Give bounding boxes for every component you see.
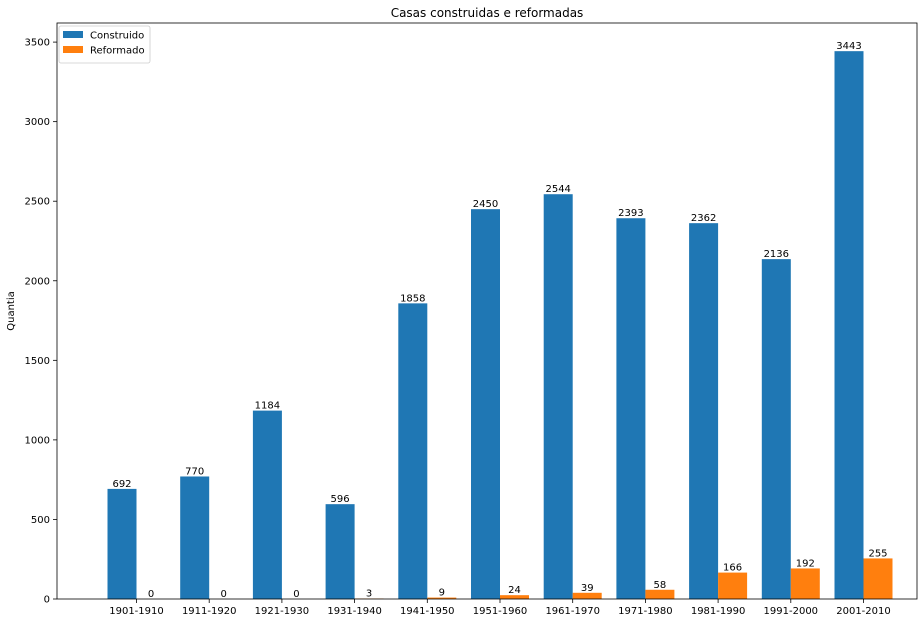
data-label: 1858 <box>400 293 425 304</box>
data-label: 2450 <box>473 199 498 210</box>
x-tick-label: 1961-1970 <box>545 606 600 617</box>
data-label: 692 <box>112 479 131 490</box>
data-label: 255 <box>868 548 887 559</box>
x-tick-label: 1901-1910 <box>109 606 164 617</box>
bar-construido <box>398 303 428 599</box>
data-label: 39 <box>581 583 594 594</box>
bar-construido <box>180 476 210 599</box>
bar-reformado <box>427 597 457 599</box>
bar-construido <box>543 194 573 599</box>
bar-construido <box>834 51 864 600</box>
legend-label-reformado: Reformado <box>90 46 145 57</box>
x-tick-label: 1911-1920 <box>182 606 237 617</box>
chart-title: Casas construidas e reformadas <box>391 6 584 20</box>
y-axis-label: Quantia <box>6 291 17 331</box>
data-labels: 692 770 1184 596 1858 2450 2544 2393 2362 2136 344… <box>112 41 887 600</box>
bar-construido <box>107 488 137 599</box>
legend: Construido Reformado <box>58 25 151 64</box>
y-tick-label: 500 <box>31 515 50 526</box>
data-label: 2544 <box>545 184 570 195</box>
x-axis-ticks: 1901-1910 1911-1920 1921-1930 1931-1940 1941… <box>109 599 891 617</box>
data-label: 770 <box>185 466 204 477</box>
bar-reformado <box>500 595 529 599</box>
data-label: 596 <box>331 494 350 505</box>
data-label: 2136 <box>764 249 789 260</box>
y-tick-label: 1000 <box>25 435 50 446</box>
bar-reformado <box>572 592 602 599</box>
data-label: 0 <box>148 589 154 600</box>
bar-reformado <box>790 568 820 599</box>
data-label: 1184 <box>255 401 280 412</box>
legend-swatch-construido <box>63 31 83 38</box>
data-label: 24 <box>508 585 521 596</box>
x-tick-label: 1931-1940 <box>327 606 382 617</box>
legend-swatch-reformado <box>63 46 83 53</box>
data-label: 166 <box>723 563 742 574</box>
x-tick-label: 1951-1960 <box>473 606 528 617</box>
bar-reformado <box>718 572 748 599</box>
bar-construido <box>471 209 500 599</box>
legend-label-construido: Construido <box>90 31 144 42</box>
data-label: 9 <box>439 588 445 599</box>
y-axis-ticks: 0 500 1000 1500 2000 2500 3000 3500 <box>25 38 57 606</box>
y-tick-label: 2500 <box>25 197 50 208</box>
data-label: 2393 <box>618 208 643 219</box>
bar-construido <box>616 218 646 599</box>
data-label: 0 <box>293 589 299 600</box>
data-label: 192 <box>796 558 815 569</box>
x-tick-label: 1971-1980 <box>618 606 673 617</box>
y-tick-label: 3500 <box>25 38 50 49</box>
y-tick-label: 3000 <box>25 117 50 128</box>
x-tick-label: 1981-1990 <box>691 606 746 617</box>
data-label: 2362 <box>691 213 716 224</box>
data-label: 0 <box>221 589 227 600</box>
x-tick-label: 1921-1930 <box>255 606 310 617</box>
data-label: 3 <box>366 589 372 600</box>
plot-frame <box>56 22 918 600</box>
bar-construido <box>689 223 719 599</box>
bars <box>107 51 893 600</box>
data-label: 3443 <box>836 41 861 52</box>
y-tick-label: 2000 <box>25 276 50 287</box>
x-tick-label: 2001-2010 <box>836 606 891 617</box>
y-tick-label: 1500 <box>25 356 50 367</box>
data-label: 58 <box>654 580 667 591</box>
bar-reformado <box>645 589 675 599</box>
bar-construido <box>761 259 791 599</box>
x-tick-label: 1941-1950 <box>400 606 455 617</box>
bar-construido <box>325 504 355 599</box>
x-tick-label: 1991-2000 <box>764 606 819 617</box>
y-tick-label: 0 <box>44 595 50 606</box>
bar-reformado <box>863 558 893 599</box>
bar-construido <box>252 410 282 599</box>
